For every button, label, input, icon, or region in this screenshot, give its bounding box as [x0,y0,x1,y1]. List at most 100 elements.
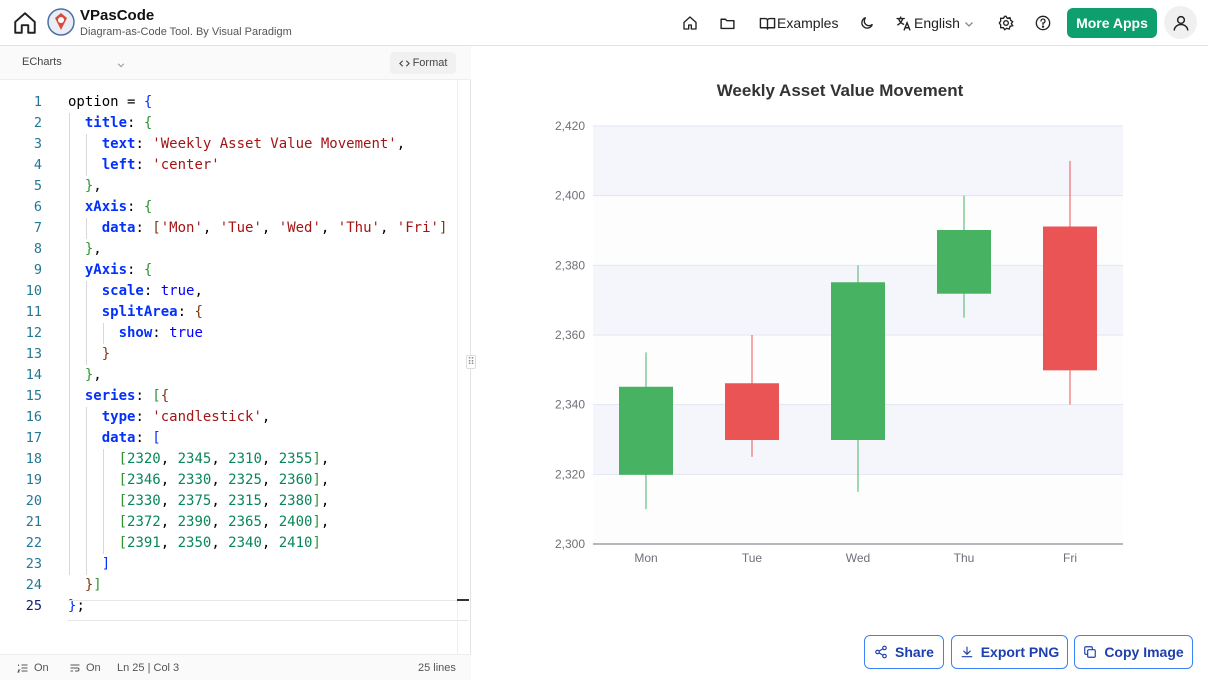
x-tick-label: Thu [954,551,975,565]
line-number: 10 [25,283,42,299]
help-button[interactable] [1032,12,1054,34]
code-string: 'Thu' [337,220,380,236]
share-label: Share [895,644,934,660]
code-number: 2330 [177,472,212,488]
candlestick-chart: Weekly Asset Value Movement 2,300 2,320 2,… [555,81,1123,565]
line-number: 20 [25,493,42,509]
code-number: 2400 [278,514,313,530]
active-line-highlight [68,600,468,621]
examples-button[interactable] [756,12,778,34]
code-number: 2375 [177,493,212,509]
word-wrap-toggle[interactable]: On [69,662,101,674]
chevron-down-icon [965,22,973,27]
code-number: 2325 [228,472,262,488]
format-button[interactable]: Format [390,52,456,74]
code-token: option [68,94,119,110]
code-number: 2372 [127,514,161,530]
candle-body[interactable] [937,230,991,294]
code-number: 2391 [127,535,161,551]
language-label[interactable]: English [914,15,960,31]
line-number: 9 [33,262,42,278]
line-number: 22 [25,535,42,551]
candle-body[interactable] [831,282,885,440]
editor-toolbar: ECharts Format [0,46,471,80]
share-button[interactable]: Share [864,635,944,669]
chevron-down-icon [117,63,125,68]
cursor-position: Ln 25 | Col 3 [117,662,180,674]
line-number: 13 [25,346,42,362]
editor-scrollbar[interactable] [457,80,469,654]
line-number: 12 [25,325,42,341]
line-number: 24 [25,577,42,593]
y-tick-label: 2,300 [555,537,585,551]
line-number: 6 [33,199,42,215]
code-number: 2346 [127,472,161,488]
app-title: VPasCode [80,7,155,24]
cursor-marker [457,599,469,601]
diagram-type-chevron[interactable] [116,57,126,75]
theme-toggle-button[interactable] [856,12,878,34]
candle-body[interactable] [725,383,779,440]
help-icon [1035,15,1051,31]
export-png-button[interactable]: Export PNG [951,635,1068,669]
code-number: 2355 [278,451,313,467]
candle-body[interactable] [619,386,673,475]
code-string: 'Mon' [160,220,203,236]
examples-label[interactable]: Examples [777,15,839,31]
house-icon [683,16,697,30]
y-tick-label: 2,400 [555,189,585,203]
book-icon [759,17,775,30]
code-number: 2365 [228,514,262,530]
line-number: 18 [25,451,42,467]
line-numbers-toggle[interactable]: On [17,662,49,674]
line-number: 23 [25,556,42,572]
code-number: 2345 [177,451,212,467]
line-number: 19 [25,472,42,488]
y-tick-label: 2,380 [555,258,585,272]
gear-icon [998,15,1014,31]
copy-icon [1084,646,1097,658]
code-string: 'Fri' [396,220,439,236]
split-area-band [593,195,1123,266]
x-tick-label: Fri [1063,551,1077,565]
code-number: 2410 [278,535,313,551]
x-tick-label: Wed [846,551,870,565]
line-number: 7 [33,220,42,236]
x-tick-label: Tue [742,551,763,565]
folder-icon [719,18,735,29]
language-dropdown[interactable] [958,13,980,35]
open-file-button[interactable] [716,12,738,34]
language-button[interactable] [892,12,914,34]
home-nav-button[interactable] [679,12,701,34]
y-tick-label: 2,420 [555,119,585,133]
code-string: 'Wed' [278,220,321,236]
pane-resize-handle[interactable]: ⠿ [466,355,476,369]
y-tick-label: 2,320 [555,467,585,481]
user-menu-button[interactable] [1164,6,1197,39]
line-number: 15 [25,388,42,404]
copy-image-button[interactable]: Copy Image [1074,635,1193,669]
code-bool: true [160,283,195,299]
more-apps-button[interactable]: More Apps [1067,8,1157,38]
code-editor[interactable]: 1 option = { 2 title: { 3 text: 'Weekly A… [0,92,457,652]
home-button[interactable] [10,8,40,38]
line-number: 5 [33,178,42,194]
diagram-type-select[interactable]: ECharts [22,56,62,68]
wrap-icon [70,664,80,672]
candle-body[interactable] [1043,226,1097,371]
line-number: 21 [25,514,42,530]
settings-button[interactable] [995,12,1017,34]
export-png-label: Export PNG [980,644,1060,660]
line-number: 3 [33,136,42,152]
code-editor-pane: ECharts Format 1 option = { 2 title: { 3 … [0,46,471,680]
code-number: 2310 [228,451,262,467]
code-string: 'candlestick' [152,409,262,425]
copy-image-label: Copy Image [1104,644,1184,660]
code-number: 2315 [228,493,262,509]
code-number: 2320 [127,451,161,467]
code-bool: true [169,325,203,341]
code-number: 2360 [278,472,313,488]
translate-icon [895,15,911,31]
code-number: 2350 [177,535,212,551]
line-number: 4 [33,157,42,173]
